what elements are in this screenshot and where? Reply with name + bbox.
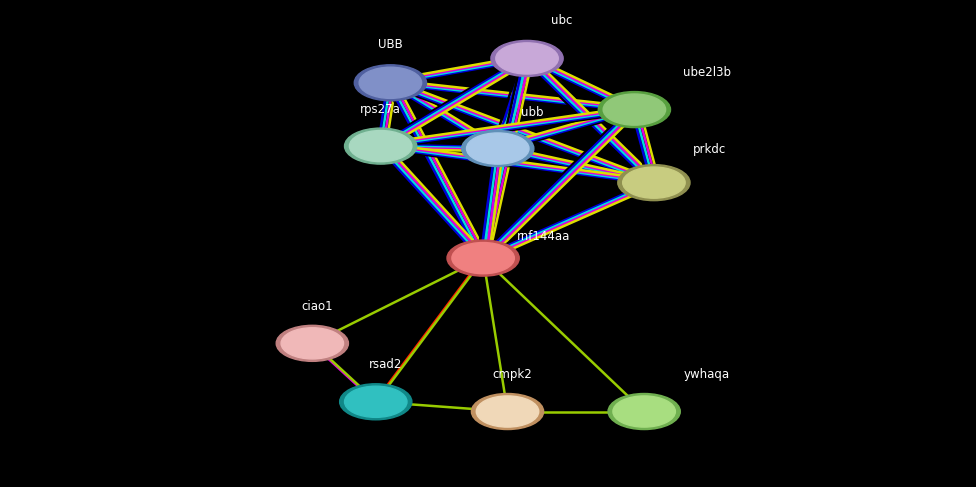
Text: ube2l3b: ube2l3b bbox=[683, 66, 731, 79]
Circle shape bbox=[476, 396, 539, 427]
Circle shape bbox=[496, 43, 558, 74]
Circle shape bbox=[491, 40, 563, 76]
Circle shape bbox=[467, 133, 529, 164]
Circle shape bbox=[462, 131, 534, 167]
Circle shape bbox=[359, 67, 422, 98]
Circle shape bbox=[281, 328, 344, 359]
Circle shape bbox=[623, 167, 685, 198]
Circle shape bbox=[598, 92, 671, 128]
Text: ywhaqa: ywhaqa bbox=[683, 368, 729, 381]
Text: cmpk2: cmpk2 bbox=[493, 368, 532, 381]
Text: rnf144aa: rnf144aa bbox=[517, 230, 571, 244]
Text: rps27a: rps27a bbox=[360, 103, 401, 116]
Circle shape bbox=[345, 128, 417, 164]
Circle shape bbox=[340, 384, 412, 420]
Circle shape bbox=[447, 240, 519, 276]
Circle shape bbox=[349, 131, 412, 162]
Text: ubb: ubb bbox=[520, 106, 544, 119]
Text: UBB: UBB bbox=[378, 38, 403, 51]
Circle shape bbox=[452, 243, 514, 274]
Circle shape bbox=[613, 396, 675, 427]
Text: ciao1: ciao1 bbox=[302, 300, 333, 313]
Text: prkdc: prkdc bbox=[693, 143, 726, 156]
Circle shape bbox=[276, 325, 348, 361]
Circle shape bbox=[354, 65, 427, 101]
Circle shape bbox=[603, 94, 666, 125]
Circle shape bbox=[608, 393, 680, 430]
Circle shape bbox=[345, 386, 407, 417]
Text: ubc: ubc bbox=[550, 14, 572, 27]
Circle shape bbox=[618, 165, 690, 201]
Circle shape bbox=[471, 393, 544, 430]
Text: rsad2: rsad2 bbox=[369, 358, 402, 371]
